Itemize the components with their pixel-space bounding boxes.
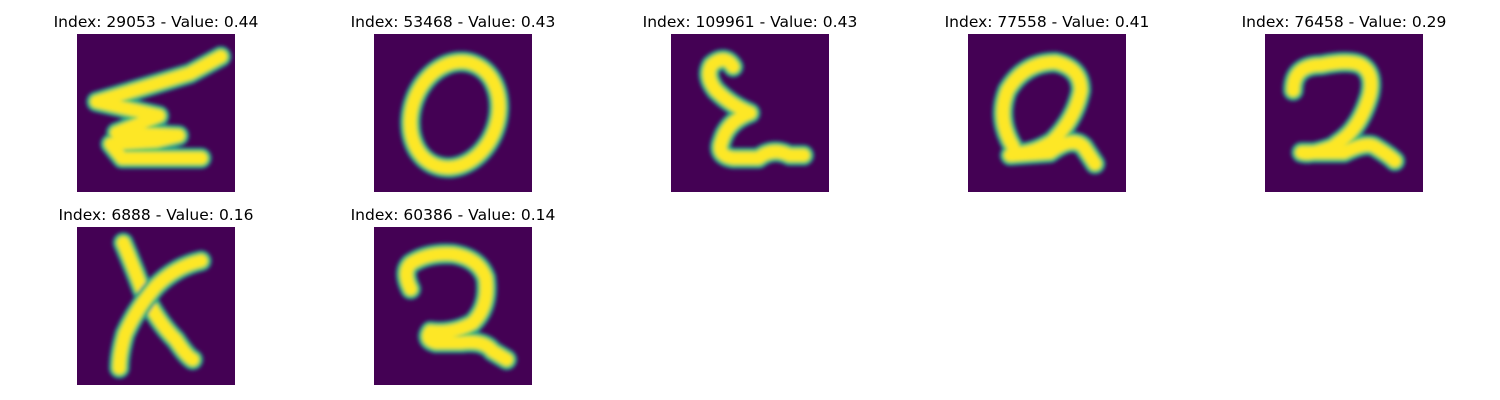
image-title-6: Index: 6888 - Value: 0.16 [58,206,254,224]
image-title-1: Index: 29053 - Value: 0.44 [53,13,259,31]
digit-image-5 [1265,34,1423,192]
digit-image-3 [671,34,829,192]
digit-image-6 [77,227,235,385]
image-title-2: Index: 53468 - Value: 0.43 [350,13,556,31]
digit-image-4 [968,34,1126,192]
digit-image-7 [374,227,532,385]
digit-image-2 [374,34,532,192]
digit-image-1 [77,34,235,192]
image-title-5: Index: 76458 - Value: 0.29 [1241,13,1447,31]
image-title-7: Index: 60386 - Value: 0.14 [350,206,556,224]
image-title-4: Index: 77558 - Value: 0.41 [944,13,1150,31]
image-title-3: Index: 109961 - Value: 0.43 [642,13,858,31]
